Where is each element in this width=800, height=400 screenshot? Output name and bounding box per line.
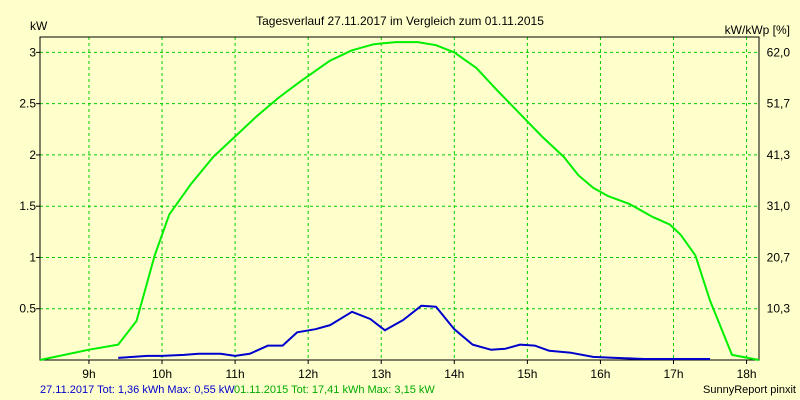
x-tick-label: 9h: [82, 367, 95, 381]
x-tick-label: 13h: [371, 367, 391, 381]
x-tick-label: 17h: [663, 367, 683, 381]
legend-2015: 01.11.2015 Tot: 17,41 kWh Max: 3,15 kW: [234, 384, 435, 396]
y-tick-label: 2: [29, 148, 36, 162]
x-tick-label: 16h: [590, 367, 610, 381]
y2-tick-label: 31,0: [767, 199, 791, 213]
x-tick-label: 11h: [226, 367, 245, 381]
series-layer: [39, 41, 760, 361]
legend-2017: 27.11.2017 Tot: 1,36 kWh Max: 0,55 kW: [40, 384, 235, 396]
y-axis-label-right: kW/kWp [%]: [725, 23, 790, 37]
y-tick-label: 2.5: [19, 97, 36, 111]
grid: [40, 37, 759, 360]
y-tick-label: 1.5: [19, 199, 36, 213]
y-tick-label: 0.5: [19, 302, 36, 316]
series-line-27-11-2017: [118, 304, 710, 360]
tick-labels: 9h 10h 11h 12h 13h 14h 15h 16h 17h 18h 0.5 10,3 1 20,…: [19, 45, 790, 381]
y2-tick-label: 51,7: [767, 97, 791, 111]
chart-title: Tagesverlauf 27.11.2017 im Vergleich zum…: [256, 14, 544, 28]
x-tick-label: 12h: [298, 367, 318, 381]
series-line-01-11-2015: [39, 41, 760, 361]
y2-tick-label: 20,7: [767, 250, 791, 264]
y2-tick-label: 62,0: [767, 45, 791, 59]
x-tick-label: 10h: [152, 367, 172, 381]
y-axis-label-left: kW: [30, 19, 48, 33]
x-tick-label: 15h: [517, 367, 537, 381]
y2-tick-label: 10,3: [767, 302, 791, 316]
brand-label: SunnyReport pinxit: [703, 384, 796, 396]
y-tick-label: 1: [29, 250, 36, 264]
y2-tick-label: 41,3: [767, 148, 791, 162]
y-tick-label: 3: [29, 45, 36, 59]
x-tick-label: 14h: [444, 367, 464, 381]
plot-frame: [39, 36, 760, 361]
x-tick-label: 18h: [737, 367, 757, 381]
